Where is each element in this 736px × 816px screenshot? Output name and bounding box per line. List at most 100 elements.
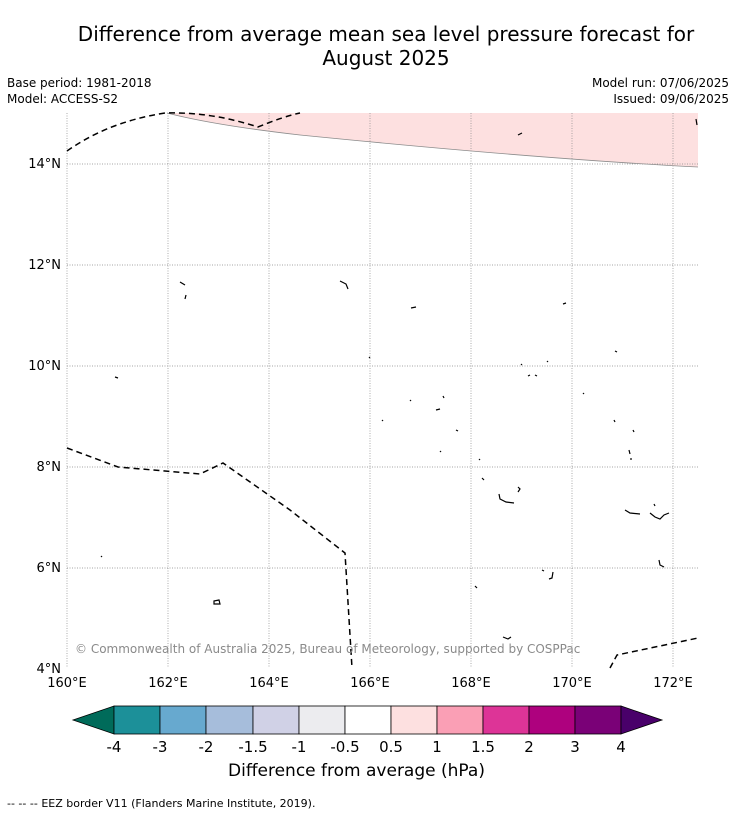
colorbar-tick-label: -1 <box>292 738 307 756</box>
island <box>695 118 698 126</box>
island <box>624 509 641 515</box>
island <box>632 429 635 433</box>
island <box>213 599 221 605</box>
colorbar-ticks: -4 -3 -2 -1.5 -1 -0.5 0.5 1 1.5 2 3 4 <box>107 738 626 756</box>
island <box>541 569 545 572</box>
colorbar-swatch <box>390 705 438 735</box>
island <box>435 408 441 411</box>
island <box>474 585 478 589</box>
copyright-text: © Commonwealth of Australia 2025, Bureau… <box>75 642 580 656</box>
colorbar-tick-label: 3 <box>570 738 580 756</box>
island <box>502 636 512 640</box>
x-tick-label: 162°E <box>148 676 188 691</box>
colorbar-tick-label: -2 <box>199 738 214 756</box>
x-tick-label: 168°E <box>451 676 491 691</box>
eez-border-north <box>66 112 301 152</box>
map-panel: © Commonwealth of Australia 2025, Bureau… <box>66 112 699 669</box>
colorbar-swatch <box>436 705 484 735</box>
x-tick-label: 172°E <box>653 676 693 691</box>
chart-title: Difference from average mean sea level p… <box>0 22 736 70</box>
eez-borders <box>66 112 699 669</box>
island <box>478 458 481 461</box>
island <box>517 132 523 136</box>
colorbar-tick-label: -4 <box>107 738 122 756</box>
y-tick-label: 8°N <box>37 460 62 475</box>
island <box>658 559 665 568</box>
footer-legend: -- -- -- EEZ border V11 (Flanders Marine… <box>7 797 315 810</box>
island <box>442 395 445 399</box>
issued-date: Issued: 09/06/2025 <box>613 92 729 106</box>
colorbar-swatch <box>482 705 530 735</box>
island <box>114 376 119 379</box>
colorbar-swatch <box>574 705 622 735</box>
island <box>548 571 554 580</box>
island <box>527 374 538 377</box>
y-axis-labels: 4°N 6°N 8°N 10°N 12°N 14°N <box>28 157 61 677</box>
island <box>653 503 656 507</box>
colorbar-swatch <box>159 705 207 735</box>
island <box>546 360 549 363</box>
colorbar-tick-label: -3 <box>153 738 168 756</box>
meta-left: Base period: 1981-2018 Model: ACCESS-S2 <box>7 75 152 107</box>
island <box>410 306 417 309</box>
colorbar-swatch <box>298 705 346 735</box>
eez-legend-text: EEZ border V11 (Flanders Marine Institut… <box>41 797 316 810</box>
island <box>481 477 485 481</box>
y-tick-label: 12°N <box>28 258 61 273</box>
x-tick-label: 166°E <box>350 676 390 691</box>
island <box>613 419 616 423</box>
island <box>439 450 442 453</box>
eez-legend-symbol: -- -- -- <box>7 797 38 810</box>
island <box>368 356 371 359</box>
colorbar-tick-label: 1.5 <box>471 738 495 756</box>
island <box>184 294 187 300</box>
island <box>649 512 670 520</box>
y-tick-label: 14°N <box>28 157 61 172</box>
title-line-1: Difference from average mean sea level p… <box>77 22 695 46</box>
island <box>520 363 523 366</box>
y-tick-label: 6°N <box>37 561 62 576</box>
colorbar <box>71 705 664 735</box>
island <box>614 350 618 353</box>
meta-right: Model run: 07/06/2025 Issued: 09/06/2025 <box>592 75 729 107</box>
island <box>562 302 567 305</box>
colorbar-tick-label: 4 <box>616 738 626 756</box>
y-tick-label: 4°N <box>37 662 62 677</box>
colorbar-label: Difference from average (hPa) <box>228 761 485 781</box>
eez-border-central <box>66 447 353 669</box>
colorbar-tick-label: 2 <box>524 738 534 756</box>
colorbar-swatch <box>528 705 576 735</box>
colorbar-tick-label: -0.5 <box>330 738 359 756</box>
x-tick-label: 164°E <box>249 676 289 691</box>
island <box>455 429 459 432</box>
x-axis-labels: 160°E 162°E 164°E 166°E 168°E 170°E 172°… <box>47 676 693 691</box>
island <box>339 280 349 290</box>
colorbar-tick-label: 0.5 <box>379 738 403 756</box>
island <box>100 555 103 558</box>
island <box>381 419 384 422</box>
islands <box>100 118 698 640</box>
eez-border-southeast <box>609 637 699 669</box>
x-tick-label: 160°E <box>47 676 87 691</box>
anomaly-contour <box>166 112 699 168</box>
colorbar-swatch <box>344 705 392 735</box>
colorbar-tick-label: 1 <box>432 738 442 756</box>
gridlines <box>66 113 698 668</box>
colorbar-extension-low <box>71 705 115 735</box>
map-background <box>67 113 698 668</box>
island <box>498 493 515 504</box>
y-tick-label: 10°N <box>28 359 61 374</box>
island <box>582 392 585 395</box>
model-name: Model: ACCESS-S2 <box>7 92 119 106</box>
colorbar-swatch <box>205 705 254 735</box>
colorbar-swatch <box>252 705 300 735</box>
x-tick-label: 170°E <box>552 676 592 691</box>
island <box>179 281 186 286</box>
base-period: Base period: 1981-2018 <box>7 76 152 90</box>
anomaly-shaded-region <box>167 113 698 167</box>
island <box>409 399 412 402</box>
colorbar-extension-high <box>620 705 664 735</box>
colorbar-tick-label: -1.5 <box>238 738 267 756</box>
island <box>517 486 521 493</box>
